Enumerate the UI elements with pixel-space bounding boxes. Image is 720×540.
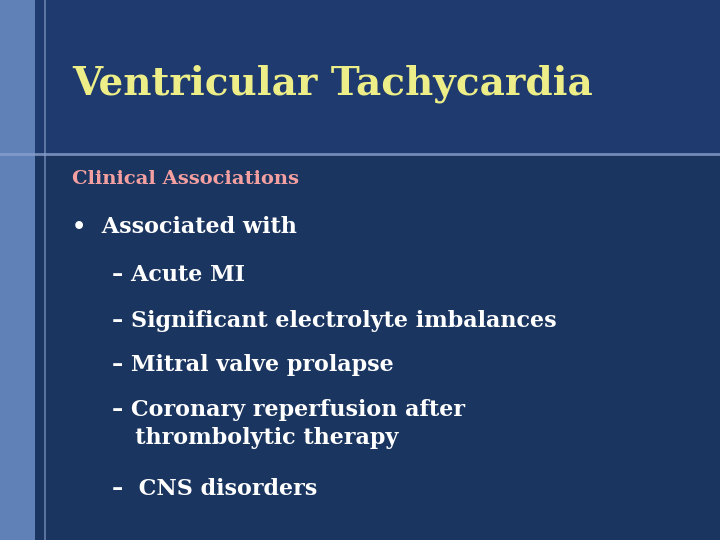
Text: – Significant electrolyte imbalances: – Significant electrolyte imbalances [112, 310, 557, 332]
Text: •  Associated with: • Associated with [72, 216, 297, 238]
Text: –  CNS disorders: – CNS disorders [112, 478, 317, 500]
Bar [0, 0, 720, 154]
Text: – Mitral valve prolapse: – Mitral valve prolapse [112, 354, 393, 375]
Text: – Acute MI: – Acute MI [112, 265, 245, 286]
Text: Clinical Associations: Clinical Associations [72, 170, 299, 188]
Text: Ventricular Tachycardia: Ventricular Tachycardia [72, 64, 593, 103]
Bar [0, 0, 35, 540]
Text: – Coronary reperfusion after
   thrombolytic therapy: – Coronary reperfusion after thrombolyti… [112, 399, 464, 449]
